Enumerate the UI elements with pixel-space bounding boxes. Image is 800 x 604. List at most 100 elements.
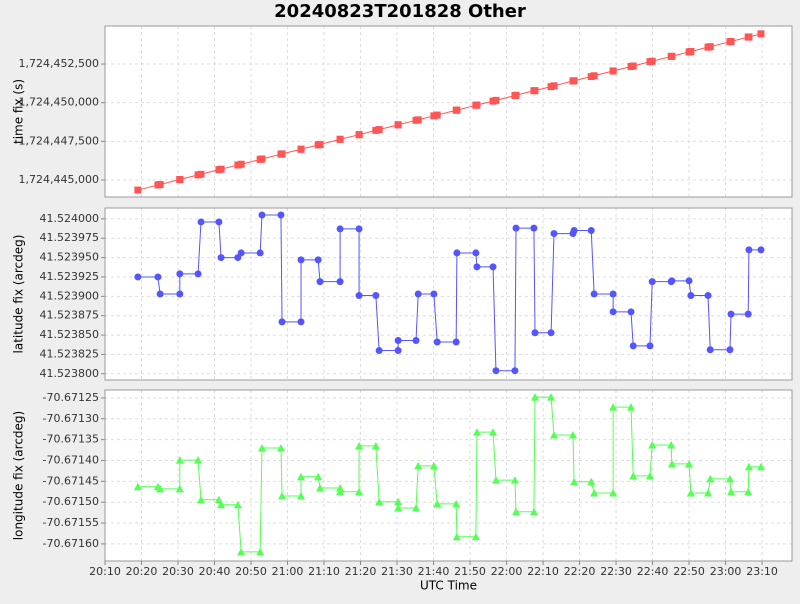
marker [727, 487, 736, 496]
marker [648, 278, 656, 286]
marker [668, 277, 676, 285]
y-tick-label: -70.67130 [43, 412, 99, 425]
marker [176, 176, 184, 184]
marker [217, 254, 225, 262]
marker [453, 106, 461, 114]
x-tick-label: 22:30 [600, 565, 632, 578]
marker [627, 403, 636, 411]
y-tick-label: -70.67160 [43, 537, 99, 550]
marker [609, 308, 617, 316]
y-tick-label: 1,724,452,500 [19, 57, 99, 70]
marker [433, 499, 442, 508]
marker [134, 186, 142, 194]
marker [394, 504, 403, 512]
marker [473, 101, 481, 109]
marker [336, 225, 344, 233]
marker [531, 87, 539, 95]
marker [744, 487, 753, 496]
marker [472, 249, 480, 257]
marker [371, 441, 380, 450]
plot-border [104, 207, 793, 381]
marker [433, 111, 441, 119]
marker [550, 230, 558, 238]
marker [175, 456, 184, 464]
marker [667, 441, 676, 449]
marker [570, 77, 578, 85]
marker [156, 290, 164, 298]
marker [197, 495, 206, 504]
y-tick-label: -70.67150 [43, 495, 99, 508]
marker [529, 507, 538, 516]
marker [314, 472, 323, 481]
marker [316, 140, 324, 148]
marker [297, 472, 306, 481]
marker [646, 471, 655, 480]
marker [156, 484, 165, 493]
marker [134, 273, 142, 281]
y-tick-label: 41.523900 [40, 289, 100, 302]
x-tick-label: 22:00 [491, 565, 523, 578]
marker [233, 500, 242, 509]
marker [336, 487, 345, 496]
marker [276, 443, 285, 452]
marker [668, 52, 676, 60]
marker [570, 226, 578, 234]
marker [629, 342, 637, 350]
x-tick-label: 21:40 [418, 565, 450, 578]
marker [394, 497, 403, 506]
marker [414, 290, 422, 298]
marker [704, 489, 713, 497]
chart-title: 20240823T201828 Other [274, 1, 526, 22]
marker [297, 256, 305, 264]
marker [512, 507, 521, 516]
marker [258, 211, 266, 219]
x-tick-label: 23:10 [746, 565, 778, 578]
marker [314, 256, 322, 264]
marker [706, 43, 714, 51]
plot-border [104, 389, 793, 562]
marker [756, 462, 765, 471]
y-tick-label: 41.523975 [40, 231, 100, 244]
marker [687, 47, 695, 55]
marker [372, 292, 380, 300]
marker [492, 96, 500, 104]
marker [531, 393, 540, 401]
x-tick-label: 20:40 [199, 565, 231, 578]
marker [511, 367, 519, 375]
marker [316, 484, 325, 492]
marker [685, 459, 694, 468]
y-axis-label: longitude fix (arcdeg) [12, 411, 26, 540]
marker [725, 474, 734, 483]
marker [355, 225, 363, 233]
marker [473, 263, 481, 271]
marker [629, 62, 637, 70]
marker [547, 329, 555, 337]
marker [472, 428, 481, 436]
y-tick-label: 41.523800 [40, 367, 100, 380]
marker [648, 441, 657, 449]
series-line [137, 214, 761, 372]
x-axis-label: UTC Time [420, 579, 477, 593]
marker [727, 37, 735, 45]
marker [375, 497, 384, 506]
marker [609, 290, 617, 298]
marker [297, 318, 305, 326]
y-tick-label: -70.67140 [43, 453, 99, 466]
marker [237, 249, 245, 257]
marker [154, 273, 162, 281]
marker [452, 532, 461, 541]
y-axis-label: time fix (s) [12, 79, 26, 144]
marker [194, 270, 202, 278]
marker [686, 489, 695, 497]
marker [215, 218, 223, 226]
y-tick-label: -70.67145 [43, 474, 99, 487]
marker [530, 224, 538, 232]
marker [489, 263, 497, 271]
x-tick-label: 21:50 [454, 565, 486, 578]
marker [706, 474, 715, 483]
marker [744, 462, 753, 471]
marker [492, 367, 500, 375]
marker [278, 491, 287, 500]
y-tick-label: 41.523825 [40, 347, 100, 360]
